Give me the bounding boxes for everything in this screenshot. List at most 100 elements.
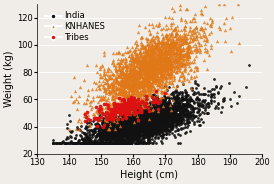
- India: [118, 131, 123, 134]
- Tribes: [141, 101, 146, 104]
- KNHANES: [127, 69, 132, 72]
- KNHANES: [125, 113, 129, 116]
- KNHANES: [138, 71, 142, 74]
- India: [150, 132, 154, 135]
- India: [144, 130, 149, 132]
- India: [172, 109, 177, 112]
- India: [97, 119, 101, 122]
- KNHANES: [141, 81, 145, 84]
- KNHANES: [169, 67, 173, 70]
- KNHANES: [172, 35, 177, 38]
- KNHANES: [129, 63, 133, 66]
- KNHANES: [153, 57, 158, 60]
- India: [134, 132, 138, 135]
- India: [132, 122, 137, 125]
- KNHANES: [110, 104, 115, 107]
- KNHANES: [151, 49, 156, 52]
- Tribes: [125, 102, 130, 105]
- Tribes: [133, 112, 137, 115]
- India: [100, 137, 104, 140]
- KNHANES: [178, 56, 182, 59]
- India: [136, 116, 141, 119]
- KNHANES: [138, 58, 142, 61]
- India: [197, 105, 201, 107]
- India: [114, 119, 119, 122]
- India: [81, 141, 85, 144]
- India: [150, 123, 155, 126]
- KNHANES: [131, 78, 135, 81]
- India: [137, 123, 141, 126]
- KNHANES: [151, 79, 156, 82]
- India: [123, 125, 128, 128]
- India: [143, 123, 147, 126]
- KNHANES: [148, 83, 152, 86]
- India: [152, 108, 157, 111]
- India: [116, 141, 121, 144]
- India: [170, 119, 174, 122]
- India: [153, 107, 157, 110]
- KNHANES: [163, 53, 168, 56]
- India: [142, 125, 146, 128]
- India: [188, 95, 192, 98]
- India: [183, 107, 187, 110]
- India: [153, 115, 158, 118]
- KNHANES: [182, 35, 187, 38]
- KNHANES: [169, 53, 173, 56]
- India: [145, 116, 149, 119]
- India: [156, 109, 160, 112]
- KNHANES: [141, 102, 146, 105]
- KNHANES: [162, 74, 166, 77]
- India: [126, 132, 130, 135]
- India: [91, 131, 95, 134]
- India: [119, 127, 123, 130]
- India: [106, 141, 110, 144]
- India: [168, 125, 172, 128]
- India: [134, 128, 138, 131]
- India: [168, 128, 173, 131]
- KNHANES: [155, 67, 159, 70]
- India: [181, 107, 185, 110]
- India: [145, 119, 150, 122]
- India: [94, 140, 98, 143]
- India: [155, 111, 159, 114]
- India: [134, 131, 138, 134]
- India: [143, 118, 147, 121]
- India: [152, 120, 156, 123]
- India: [113, 130, 118, 132]
- India: [132, 135, 136, 138]
- India: [148, 119, 152, 122]
- India: [153, 126, 158, 129]
- KNHANES: [147, 56, 152, 59]
- KNHANES: [104, 73, 109, 76]
- KNHANES: [178, 54, 182, 57]
- KNHANES: [170, 62, 174, 65]
- India: [170, 113, 175, 116]
- KNHANES: [184, 52, 189, 55]
- India: [143, 112, 147, 115]
- KNHANES: [153, 62, 158, 65]
- KNHANES: [153, 51, 158, 54]
- India: [209, 101, 213, 104]
- India: [104, 134, 109, 137]
- India: [155, 118, 160, 121]
- KNHANES: [109, 91, 114, 93]
- India: [208, 90, 212, 93]
- India: [139, 129, 143, 132]
- KNHANES: [146, 65, 151, 68]
- Tribes: [138, 107, 142, 110]
- India: [129, 111, 133, 114]
- India: [128, 128, 132, 131]
- India: [116, 117, 121, 120]
- India: [120, 139, 124, 141]
- KNHANES: [156, 77, 161, 80]
- India: [161, 97, 166, 100]
- Tribes: [108, 116, 112, 119]
- India: [151, 107, 155, 110]
- Tribes: [95, 125, 99, 128]
- KNHANES: [145, 60, 149, 63]
- India: [130, 131, 135, 134]
- India: [149, 126, 154, 129]
- India: [150, 118, 154, 121]
- India: [159, 127, 164, 130]
- India: [176, 103, 181, 106]
